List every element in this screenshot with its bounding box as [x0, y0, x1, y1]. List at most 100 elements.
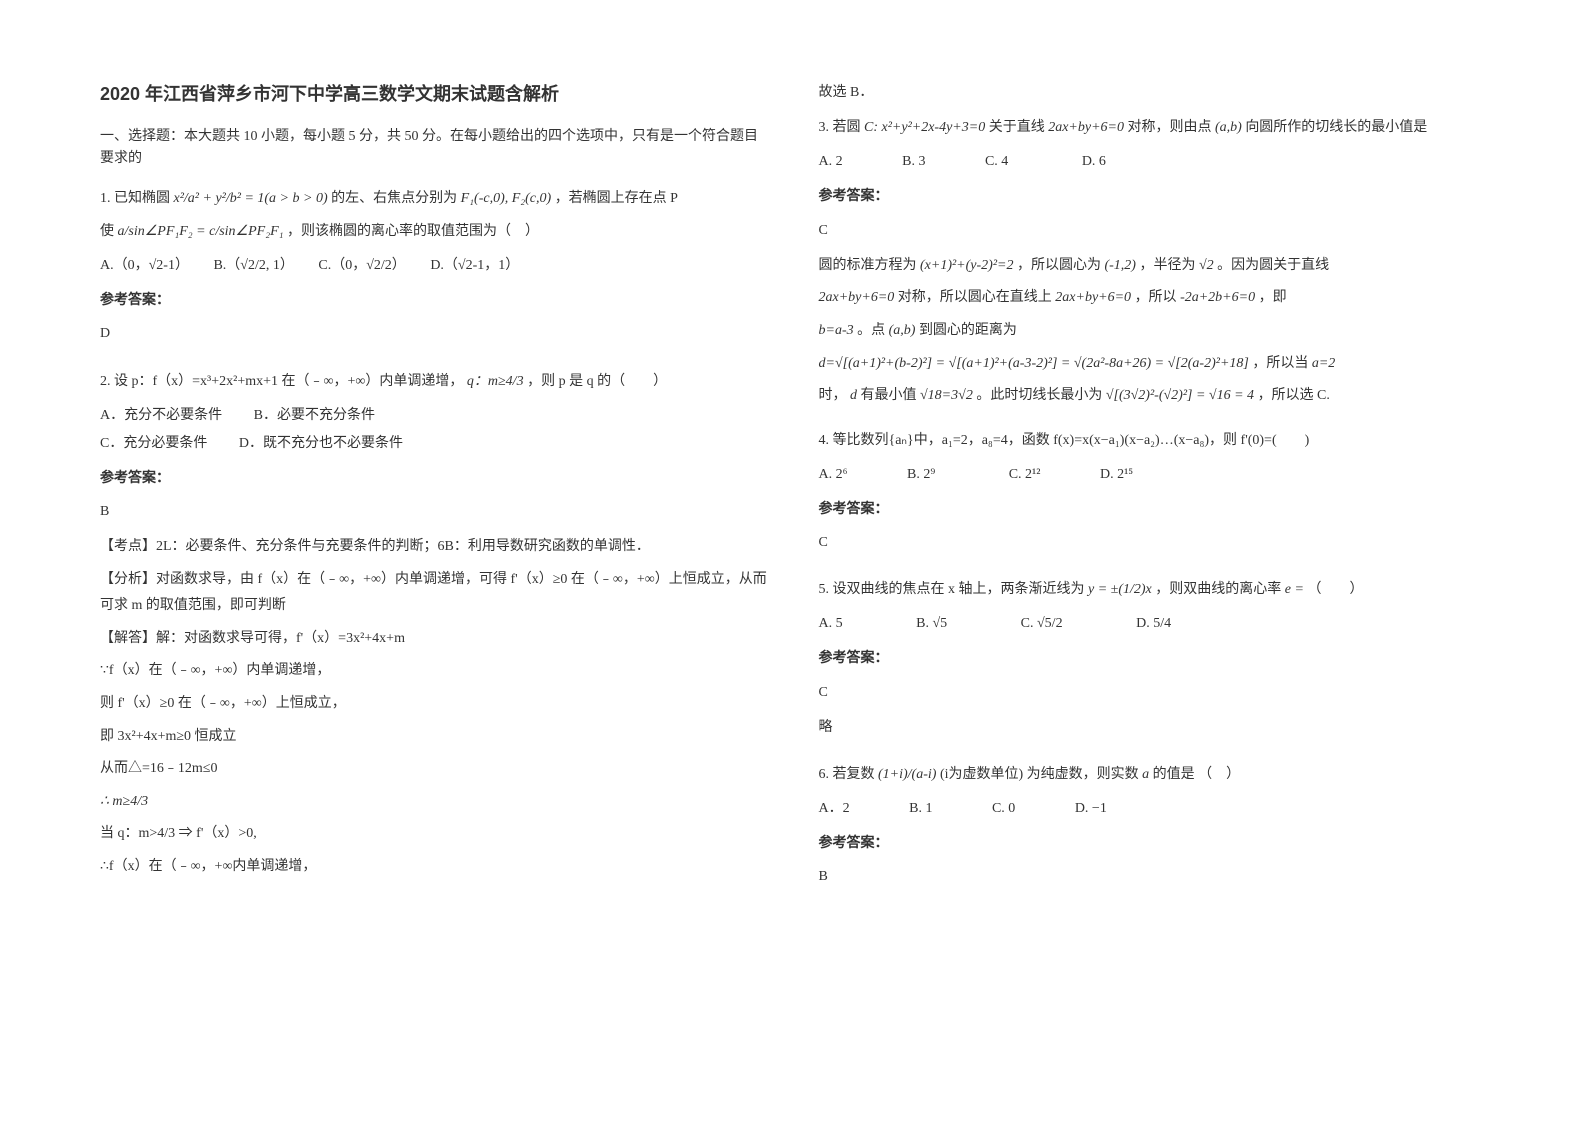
- q3-exp5-p1: 时，: [819, 388, 847, 403]
- q4-optA: A. 2⁶: [819, 467, 848, 482]
- q6-formula2: a: [1142, 767, 1149, 782]
- q5-optA: A. 5: [819, 616, 843, 631]
- section-header: 一、选择题：本大题共 10 小题，每小题 5 分，共 50 分。在每小题给出的四…: [100, 126, 769, 171]
- q3-optA: A. 2: [819, 154, 843, 169]
- q1-optC: C.（0，√2/2）: [318, 258, 398, 273]
- q6-text-part1: 6. 若复数: [819, 767, 875, 782]
- question-5: 5. 设双曲线的焦点在 x 轴上，两条渐近线为 y = ±(1/2)x ，则双曲…: [819, 577, 1488, 750]
- q3-exp1-f2: (-1,2): [1104, 258, 1136, 273]
- q3-exp5-f3: √[(3√2)²-(√2)²] = √16 = 4: [1106, 388, 1254, 403]
- q3-optD: D. 6: [1082, 154, 1106, 169]
- q1-text: 1. 已知椭圆 x²/a² + y²/b² = 1(a > b > 0) 的左、…: [100, 186, 769, 211]
- q3-exp5-f1: d: [850, 388, 857, 403]
- q2-exp11: 故选 B．: [819, 80, 1488, 105]
- q5-optB: B. √5: [916, 616, 947, 631]
- q3-exp3-p1: 。点: [857, 323, 885, 338]
- q6-text-part4: 的值是 （ ）: [1153, 767, 1241, 782]
- q2-options: A．充分不必要条件 B．必要不充分条件 C．充分必要条件 D．既不充分也不必要条…: [100, 402, 769, 458]
- q5-formula2: e =: [1285, 582, 1304, 597]
- q1-text-row2: 使 a/sin∠PF₁F₂ = c/sin∠PF₂F₁ ，则该椭圆的离心率的取值…: [100, 219, 769, 244]
- q3-formula2: 2ax+by+6=0: [1048, 120, 1124, 135]
- q6-options: A．2 B. 1 C. 0 D. −1: [819, 795, 1488, 823]
- q2-exp10: ∴f（x）在（﹣∞，+∞内单调递增，: [100, 854, 769, 881]
- q1-text-part4: 使: [100, 224, 114, 239]
- q3-exp3-p2: 到圆心的距离为: [919, 323, 1017, 338]
- question-4: 4. 等比数列{aₙ}中，a₁=2，a₈=4，函数 f(x)=x(x−a₁)(x…: [819, 428, 1488, 566]
- q3-optB: B. 3: [902, 154, 925, 169]
- q2-answer-label: 参考答案：: [100, 466, 769, 491]
- q3-exp-line2: 2ax+by+6=0 对称，所以圆心在直线上 2ax+by+6=0 ，所以 -2…: [819, 285, 1488, 312]
- q4-options: A. 2⁶ B. 2⁹ C. 2¹² D. 2¹⁵: [819, 461, 1488, 489]
- q3-exp1-p1: 圆的标准方程为: [819, 258, 917, 273]
- q3-text: 3. 若圆 C: x²+y²+2x-4y+3=0 关于直线 2ax+by+6=0…: [819, 115, 1488, 140]
- question-6: 6. 若复数 (1+i)/(a-i) (i为虚数单位) 为纯虚数，则实数 a 的…: [819, 762, 1488, 900]
- q5-text-part1: 5. 设双曲线的焦点在 x 轴上，两条渐近线为: [819, 582, 1085, 597]
- q6-optC: C. 0: [992, 801, 1015, 816]
- q3-exp1-p3: ，半径为: [1139, 258, 1195, 273]
- q3-explanation: 圆的标准方程为 (x+1)²+(y-2)²=2 ，所以圆心为 (-1,2) ，半…: [819, 253, 1488, 410]
- q1-text-part5: ，则该椭圆的离心率的取值范围为（ ）: [287, 224, 539, 239]
- q2-exp8: ∴ m≥4/3: [100, 789, 769, 816]
- q3-answer-label: 参考答案：: [819, 184, 1488, 209]
- question-1: 1. 已知椭圆 x²/a² + y²/b² = 1(a > b > 0) 的左、…: [100, 186, 769, 357]
- q5-optD: D. 5/4: [1136, 616, 1171, 631]
- q5-text-part3: （ ）: [1307, 582, 1363, 597]
- q5-options: A. 5 B. √5 C. √5/2 D. 5/4: [819, 610, 1488, 638]
- question-3: 3. 若圆 C: x²+y²+2x-4y+3=0 关于直线 2ax+by+6=0…: [819, 115, 1488, 416]
- q3-answer: C: [819, 218, 1488, 243]
- q3-text-part3: 对称，则由点: [1127, 120, 1211, 135]
- q3-text-part2: 关于直线: [989, 120, 1045, 135]
- q3-exp2-p3: ，即: [1259, 290, 1287, 305]
- q1-optD: D.（√2-1，1）: [430, 258, 519, 273]
- q4-answer: C: [819, 530, 1488, 555]
- q1-options: A.（0，√2-1） B.（√2/2, 1） C.（0，√2/2） D.（√2-…: [100, 252, 769, 280]
- q6-optB: B. 1: [909, 801, 932, 816]
- q1-optB: B.（√2/2, 1）: [213, 258, 286, 273]
- q1-answer-label: 参考答案：: [100, 288, 769, 313]
- q3-exp4: d=√[(a+1)²+(b-2)²] = √[(a+1)²+(a-3-2)²] …: [819, 356, 1249, 371]
- q4-optB: B. 2⁹: [907, 467, 935, 482]
- q6-answer-label: 参考答案：: [819, 831, 1488, 856]
- q5-answer-label: 参考答案：: [819, 646, 1488, 671]
- q6-text: 6. 若复数 (1+i)/(a-i) (i为虚数单位) 为纯虚数，则实数 a 的…: [819, 762, 1488, 787]
- q5-answer: C: [819, 680, 1488, 705]
- q2-exp7: 从而△=16﹣12m≤0: [100, 756, 769, 783]
- q2-optD: D．既不充分也不必要条件: [239, 436, 403, 451]
- q3-exp1-f3: √2: [1199, 258, 1214, 273]
- q3-exp2-f1: 2ax+by+6=0: [819, 290, 895, 305]
- q3-exp5-p4: ，所以选 C.: [1258, 388, 1330, 403]
- q3-exp3-f2: (a,b): [889, 323, 916, 338]
- q4-optD: D. 2¹⁵: [1100, 467, 1133, 482]
- q5-answer2: 略: [819, 715, 1488, 740]
- q3-exp2-f2: 2ax+by+6=0: [1055, 290, 1131, 305]
- q3-exp-line3: b=a-3 。点 (a,b) 到圆心的距离为: [819, 318, 1488, 345]
- q2-exp6: 即 3x²+4x+m≥0 恒成立: [100, 724, 769, 751]
- q2-exp2: 【分析】对函数求导，由 f（x）在（﹣∞，+∞）内单调递增，可得 f'（x）≥0…: [100, 567, 769, 620]
- q3-text-part4: 向圆所作的切线长的最小值是: [1245, 120, 1427, 135]
- q1-text-part1: 1. 已知椭圆: [100, 191, 170, 206]
- q2-exp3: 【解答】解：对函数求导可得，f'（x）=3x²+4x+m: [100, 626, 769, 653]
- q3-exp4-p2: ，所以当: [1252, 356, 1308, 371]
- q6-formula1: (1+i)/(a-i): [878, 767, 936, 782]
- q3-exp-line1: 圆的标准方程为 (x+1)²+(y-2)²=2 ，所以圆心为 (-1,2) ，半…: [819, 253, 1488, 280]
- q6-text-part3: 为纯虚数，则实数: [1027, 767, 1139, 782]
- q6-text-part2: (i为虚数单位): [940, 767, 1023, 782]
- q3-formula3: (a,b): [1215, 120, 1242, 135]
- q3-optC: C. 4: [985, 154, 1008, 169]
- q4-text: 4. 等比数列{aₙ}中，a₁=2，a₈=4，函数 f(x)=x(x−a₁)(x…: [819, 428, 1488, 453]
- q3-exp1-p4: 。因为圆关于直线: [1217, 258, 1329, 273]
- right-column: 故选 B． 3. 若圆 C: x²+y²+2x-4y+3=0 关于直线 2ax+…: [819, 80, 1488, 1082]
- q2-optB: B．必要不充分条件: [254, 408, 375, 423]
- q2-optA: A．充分不必要条件: [100, 408, 222, 423]
- q5-text-part2: ，则双曲线的离心率: [1155, 582, 1281, 597]
- q3-exp1-p2: ，所以圆心为: [1017, 258, 1101, 273]
- q3-exp3-f1: b=a-3: [819, 323, 854, 338]
- q3-exp-line5: 时， d 有最小值 √18=3√2 。此时切线长最小为 √[(3√2)²-(√2…: [819, 383, 1488, 410]
- q3-exp2-p1: 对称，所以圆心在直线上: [898, 290, 1052, 305]
- q3-exp1-f1: (x+1)²+(y-2)²=2: [920, 258, 1013, 273]
- q2-exp9: 当 q：m>4/3 ⇒ f'（x）>0,: [100, 821, 769, 848]
- q2-exp1: 【考点】2L：必要条件、充分条件与充要条件的判断；6B：利用导数研究函数的单调性…: [100, 534, 769, 561]
- q2-text1: 2. 设 p：f（x）=x³+2x²+mx+1 在（﹣∞，+∞）内单调递增，: [100, 374, 463, 389]
- q2-explanation: 【考点】2L：必要条件、充分条件与充要条件的判断；6B：利用导数研究函数的单调性…: [100, 534, 769, 881]
- q2-text2: ，则 p 是 q 的（ ）: [527, 374, 667, 389]
